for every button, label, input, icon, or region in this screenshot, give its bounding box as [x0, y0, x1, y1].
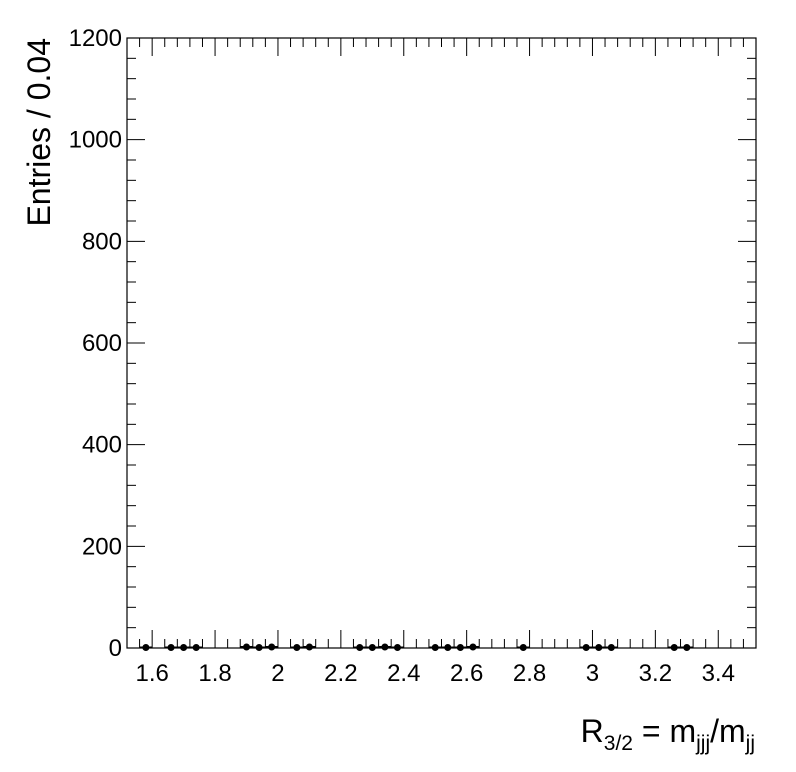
data-point — [469, 643, 477, 651]
x-label-equals: = — [633, 713, 669, 749]
x-tick-label: 1.8 — [198, 660, 231, 687]
x-label-slash: / — [710, 713, 719, 749]
y-tick-label: 800 — [82, 228, 122, 255]
y-tick-label: 0 — [109, 635, 122, 662]
data-point — [519, 643, 527, 651]
data-point — [670, 643, 678, 651]
data-point — [180, 643, 188, 651]
data-point — [305, 643, 313, 651]
data-point — [243, 643, 251, 651]
x-tick-label: 3 — [586, 660, 599, 687]
x-label-num: m — [669, 713, 696, 749]
data-point — [393, 643, 401, 651]
data-point — [356, 643, 364, 651]
y-tick-label: 1000 — [69, 127, 122, 154]
x-tick-label: 3.4 — [702, 660, 735, 687]
y-tick-label: 400 — [82, 432, 122, 459]
axis-tick-labels: 1.6 1.8 2 2.2 2.4 2.6 2.8 3 3.2 3.4 0 200 400 600 800 1… — [69, 25, 735, 687]
x-tick-label: 2 — [271, 660, 284, 687]
x-label-base-sub: 3/2 — [604, 732, 633, 755]
y-tick-label: 1200 — [69, 25, 122, 52]
y-axis-label: Entries / 0.04 — [21, 38, 57, 227]
x-tick-label: 2.8 — [513, 660, 546, 687]
data-point — [456, 643, 464, 651]
x-tick-label: 3.2 — [639, 660, 672, 687]
x-label-den-sub: jj — [745, 732, 755, 755]
y-tick-label: 200 — [82, 533, 122, 560]
x-axis-label: R3/2 = mjjj/mjj — [581, 713, 755, 755]
data-point — [192, 643, 200, 651]
data-point — [381, 643, 389, 651]
x-tick-label: 2.4 — [387, 660, 420, 687]
x-tick-label: 2.2 — [324, 660, 357, 687]
data-point — [255, 643, 263, 651]
data-point — [167, 643, 175, 651]
data-point — [683, 643, 691, 651]
data-point — [431, 643, 439, 651]
x-tick-label: 1.6 — [135, 660, 168, 687]
data-point — [607, 643, 615, 651]
data-point — [368, 643, 376, 651]
data-point — [268, 643, 276, 651]
data-point — [444, 643, 452, 651]
data-point — [595, 643, 603, 651]
data-point — [293, 643, 301, 651]
y-tick-label: 600 — [82, 330, 122, 357]
x-label-base: R — [581, 713, 604, 749]
data-point — [582, 643, 590, 651]
data-point — [142, 643, 150, 651]
data-points — [139, 643, 694, 651]
x-label-num-sub: jjj — [695, 732, 710, 755]
x-tick-label: 2.6 — [450, 660, 483, 687]
x-label-den: m — [719, 713, 746, 749]
